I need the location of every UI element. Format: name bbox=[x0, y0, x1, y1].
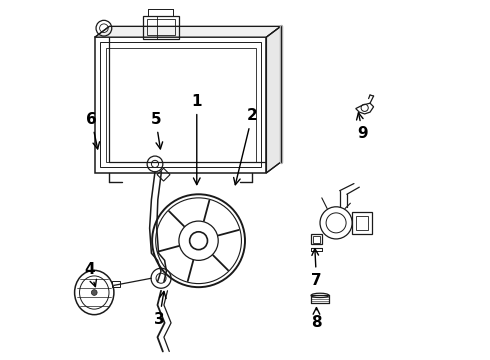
Polygon shape bbox=[95, 26, 281, 37]
Bar bbox=[112, 281, 120, 287]
Text: 8: 8 bbox=[311, 307, 322, 330]
Text: 7: 7 bbox=[311, 249, 322, 288]
Bar bbox=[100, 42, 261, 167]
Circle shape bbox=[92, 290, 97, 296]
Bar bbox=[143, 16, 179, 39]
Bar bbox=[311, 234, 322, 244]
Text: 3: 3 bbox=[154, 292, 166, 327]
Text: 9: 9 bbox=[357, 113, 368, 141]
Bar bbox=[147, 19, 175, 35]
Text: 2: 2 bbox=[234, 108, 258, 185]
Text: 1: 1 bbox=[192, 94, 202, 185]
Bar bbox=[356, 216, 368, 230]
Bar bbox=[313, 236, 320, 243]
Bar bbox=[106, 48, 256, 162]
Bar bbox=[352, 212, 372, 234]
Text: 4: 4 bbox=[84, 262, 97, 287]
Bar bbox=[95, 37, 267, 173]
Text: 6: 6 bbox=[86, 112, 99, 149]
Polygon shape bbox=[267, 26, 281, 173]
Text: 5: 5 bbox=[150, 112, 163, 149]
Bar bbox=[109, 26, 281, 162]
